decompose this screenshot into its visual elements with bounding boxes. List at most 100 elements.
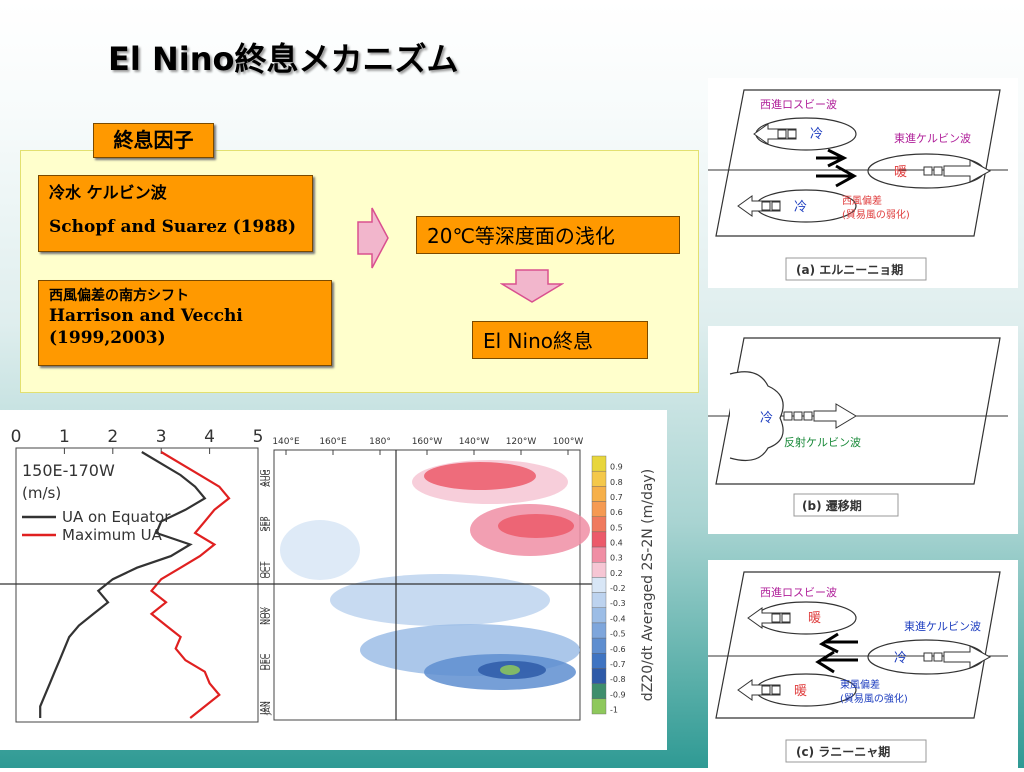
- heatmap-region: [424, 462, 536, 490]
- diagram-transition-phase: 冷 反射ケルビン波 (b) 遷移期: [708, 326, 1018, 534]
- down-arrow-icon: [500, 269, 564, 303]
- caption-b: (b) 遷移期: [802, 498, 862, 513]
- line-month-tick-label: DEC: [259, 653, 268, 670]
- heatmap-region: [500, 665, 520, 675]
- colorbar-tick-label: 0.3: [610, 554, 623, 563]
- heatmap-x-tick-label: 100°W: [553, 437, 584, 447]
- right-arrow-icon: [357, 207, 389, 269]
- heatmap-x-tick-label: 140°W: [459, 437, 490, 447]
- line-month-tick-label: AUG: [259, 469, 268, 487]
- east-arrow-icon-c: [943, 645, 992, 669]
- east-kelvin-label-c: 東進ケルビン波: [904, 620, 981, 633]
- trade-strong-label: (貿易風の強化): [840, 692, 908, 705]
- colorbar-cell: [591, 683, 607, 700]
- colorbar-tick-label: 0.2: [610, 569, 623, 578]
- line-x-tick-label: 0: [11, 427, 22, 447]
- cause-westerly-box: 西風偏差の南方シフト Harrison and Vecchi (1999,200…: [38, 280, 332, 366]
- line-x-tick-label: 5: [253, 427, 264, 447]
- line-month-tick-label: JAN: [259, 701, 268, 716]
- chart-svg: 0 1 2 3 4 5 150E-170W (m/s)UA on EquatorMaximum…: [0, 427, 656, 723]
- line-x-tick-label: 2: [107, 427, 118, 447]
- colorbar-cell: [591, 531, 607, 548]
- colorbar-cell: [591, 653, 607, 669]
- cold-water-outline: [729, 371, 784, 461]
- colorbar-title: dZ20/dt Averaged 2S-2N (m/day): [640, 469, 656, 701]
- month-tick-label: OCT: [263, 562, 272, 579]
- colorbar-cell: [591, 622, 607, 639]
- line-month-tick-label: NOV: [259, 607, 268, 625]
- line-x-tick-label: 3: [156, 427, 167, 447]
- east-arrow-icon: [943, 159, 992, 183]
- colorbar-cell: [591, 577, 607, 593]
- colorbar-cell: [591, 486, 607, 502]
- colorbar-tick-label: 0.7: [610, 493, 623, 502]
- colorbar-cell: [591, 637, 607, 654]
- trade-weak-label: (貿易風の弱化): [842, 208, 910, 221]
- colorbar-tick-label: 0.8: [610, 478, 623, 487]
- heatmap-region: [498, 514, 574, 538]
- colorbar-tick-label: -1: [610, 705, 618, 714]
- line-month-tick-label: SEP: [259, 516, 268, 531]
- colorbar-cell: [591, 607, 607, 624]
- cold-label-north: 冷: [810, 127, 823, 142]
- reflected-kelvin-label: 反射ケルビン波: [784, 435, 861, 449]
- caption-c: (c) ラニーニャ期: [796, 744, 890, 759]
- warm-label-south-c: 暖: [794, 684, 807, 699]
- colorbar-cell: [591, 455, 607, 472]
- colorbar-tick-label: -0.6: [610, 645, 626, 654]
- colorbar-tick-label: 0.5: [610, 523, 623, 532]
- cause-kelvin-label: 冷水 ケルビン波: [49, 183, 167, 202]
- east-kelvin-label: 東進ケルビン波: [894, 132, 971, 145]
- cold-label-c: 冷: [894, 651, 907, 666]
- cause-kelvin-reference: Schopf and Suarez (1988): [49, 217, 297, 237]
- caption-a: (a) エルニーニョ期: [796, 262, 903, 277]
- west-anomaly-label: 西風偏差: [842, 194, 882, 207]
- colorbar-tick-label: 0.6: [610, 508, 623, 517]
- reflected-east-arrow-icon: [813, 403, 857, 429]
- heatmap-region: [330, 574, 550, 626]
- series-line-1: [149, 451, 231, 719]
- west-rossby-label: 西進ロスビー波: [760, 98, 837, 111]
- colorbar-cell: [591, 592, 607, 608]
- series-line-0: [39, 451, 207, 718]
- warm-label-north-c: 暖: [808, 611, 821, 626]
- east-anomaly-label: 東風偏差: [840, 678, 880, 691]
- colorbar-tick-label: 0.4: [610, 539, 623, 548]
- legend-label-1: Maximum UA: [62, 526, 163, 544]
- heatmap-x-tick-label: 180°: [369, 437, 391, 447]
- month-tick-label: DEC: [263, 653, 272, 670]
- cause-westerly-years: (1999,2003): [49, 328, 166, 348]
- el-nino-termination-box: El Nino終息: [472, 321, 648, 359]
- month-tick-label: AUG: [263, 469, 272, 487]
- colorbar-cell: [591, 668, 607, 684]
- colorbar-cell: [591, 501, 607, 517]
- line-x-tick-label: 1: [59, 427, 70, 447]
- line-x-tick-label: 4: [204, 427, 215, 447]
- heatmap-x-tick-label: 160°W: [412, 437, 443, 447]
- heatmap-region: [280, 520, 360, 580]
- west-rossby-label-c: 西進ロスビー波: [760, 586, 837, 599]
- warm-label: 暖: [894, 165, 907, 180]
- line-plot-frame: [15, 447, 259, 723]
- colorbar-tick-label: -0.7: [610, 660, 626, 669]
- colorbar-tick-label: 0.9: [610, 463, 623, 472]
- colorbar-tick-label: -0.9: [610, 690, 626, 699]
- colorbar-cell: [591, 698, 607, 715]
- diagram-el-nino-phase: 西進ロスビー波 冷 東進ケルビン波 暖 冷 西風偏差 (貿易風の弱化) (a) …: [708, 78, 1018, 288]
- cold-label-south: 冷: [794, 200, 807, 215]
- month-tick-label: NOV: [263, 607, 272, 625]
- colorbar-cell: [591, 562, 607, 578]
- line-plot-unit: (m/s): [22, 484, 61, 502]
- heatmap-x-tick-label: 160°E: [319, 437, 347, 447]
- cause-kelvin-box: 冷水 ケルビン波 Schopf and Suarez (1988): [38, 175, 313, 252]
- colorbar-tick-label: -0.8: [610, 675, 626, 684]
- colorbar-cell: [591, 546, 607, 563]
- page-title: El Nino終息メカニズム: [108, 40, 459, 78]
- cold-label: 冷: [760, 411, 773, 426]
- colorbar-cell: [591, 470, 607, 487]
- line-plot-annotation: 150E-170W: [22, 461, 115, 480]
- colorbar-tick-label: -0.5: [610, 630, 626, 639]
- colorbar-cell: [591, 516, 607, 533]
- heatmap-x-tick-label: 140°E: [272, 437, 300, 447]
- thermocline-shoaling-box: 20℃等深度面の浅化: [416, 216, 680, 254]
